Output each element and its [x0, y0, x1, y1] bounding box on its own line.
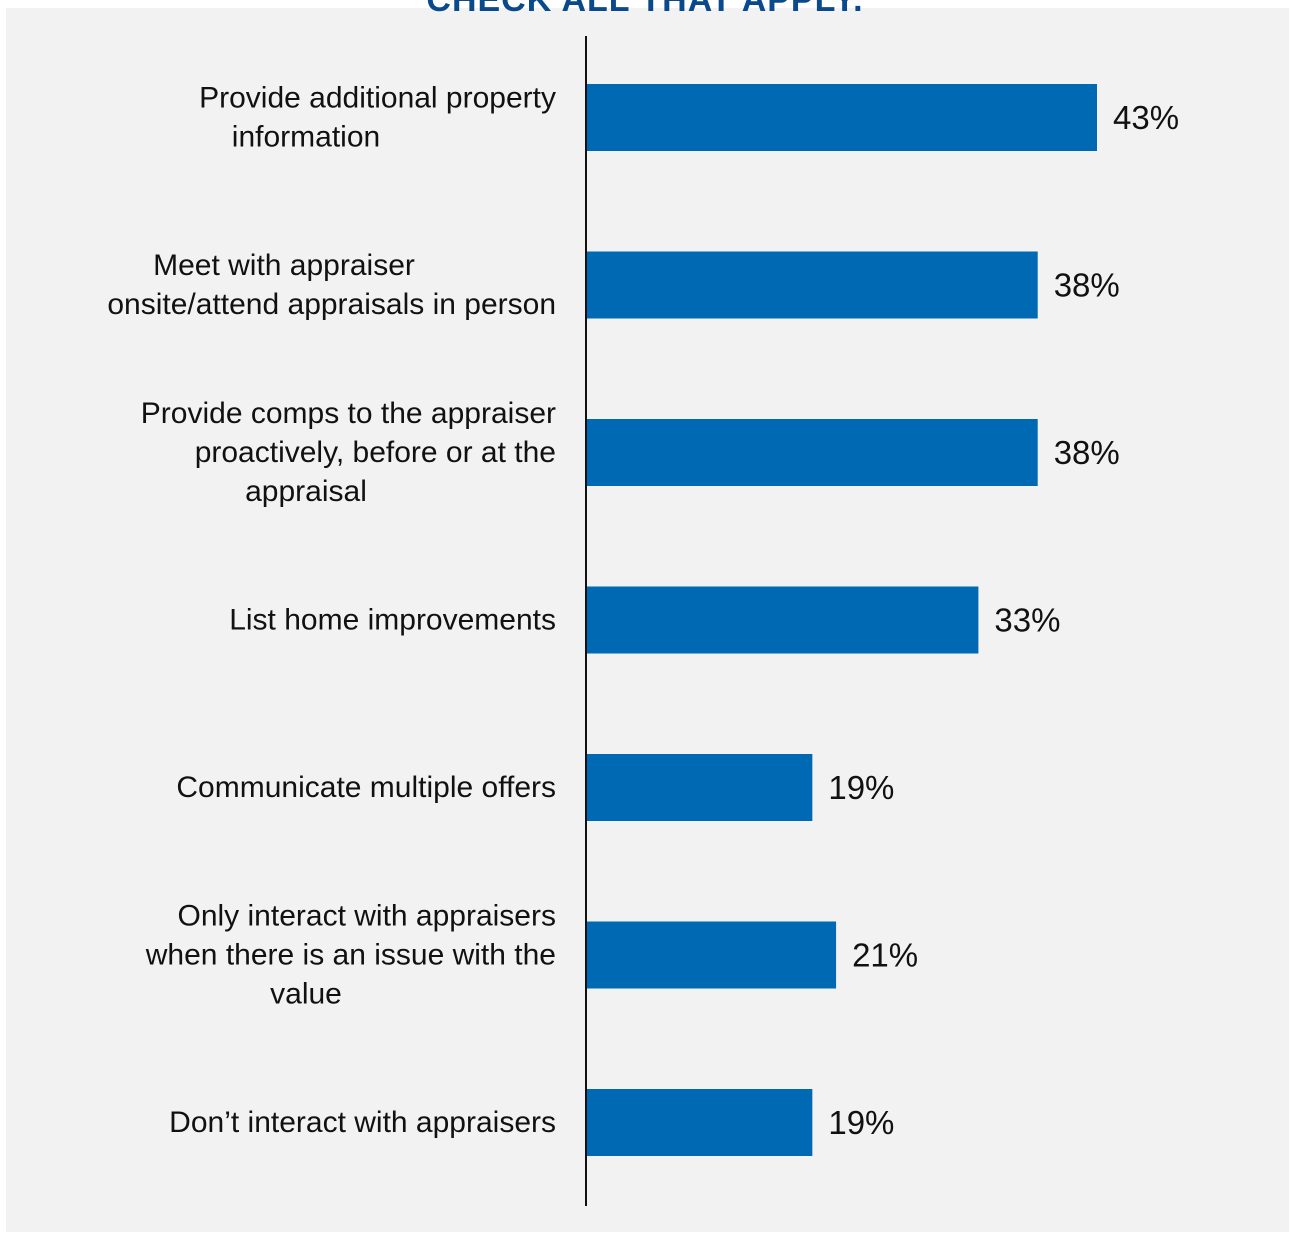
category-label: Don’t interact with appraisers [169, 1106, 556, 1139]
bar [587, 586, 979, 654]
category-label-line: value [270, 978, 342, 1011]
bar [587, 251, 1038, 319]
bars-layer [587, 84, 1097, 1156]
category-labels-layer: Provide additional property information Me… [107, 82, 556, 1140]
chart-title: CHECK ALL THAT APPLY. [426, 0, 864, 19]
category-label-line: information [232, 121, 380, 154]
category-label-line: List home improvements [229, 604, 556, 637]
category-label: Provide comps to the appraiser proactivel… [141, 397, 556, 508]
bar [587, 921, 837, 989]
category-label-line: Only interact with appraisers [178, 900, 557, 933]
bar [587, 754, 813, 821]
value-label: 33% [994, 602, 1060, 639]
category-label: List home improvements [229, 604, 556, 637]
category-label-line: proactively, before or at the [195, 436, 556, 469]
bar [587, 84, 1097, 151]
category-label: Meet with appraiser onsite/attend apprais… [107, 249, 556, 321]
value-label: 38% [1054, 267, 1120, 304]
bar [587, 1089, 813, 1156]
value-label: 38% [1054, 434, 1120, 471]
bar [587, 419, 1038, 486]
category-label-line: Meet with appraiser [153, 249, 415, 282]
value-label: 21% [852, 937, 918, 974]
category-label: Provide additional property information [199, 82, 556, 154]
category-label-line: Communicate multiple offers [176, 771, 556, 804]
category-label: Only interact with appraisers when there … [145, 900, 556, 1011]
category-label-line: onsite/attend appraisals in person [107, 288, 556, 321]
category-label-line: Provide comps to the appraiser [141, 397, 556, 430]
value-label: 19% [828, 769, 894, 806]
category-label: Communicate multiple offers [176, 771, 556, 804]
category-label-line: appraisal [245, 475, 367, 508]
category-label-line: Don’t interact with appraisers [169, 1106, 556, 1139]
value-labels-layer: 43% 38% 38% 33% 19% 21% 19% [828, 99, 1179, 1141]
category-label-line: Provide additional property [199, 82, 556, 115]
value-label: 43% [1113, 99, 1179, 136]
category-label-line: when there is an issue with the [145, 939, 556, 972]
value-label: 19% [828, 1104, 894, 1141]
